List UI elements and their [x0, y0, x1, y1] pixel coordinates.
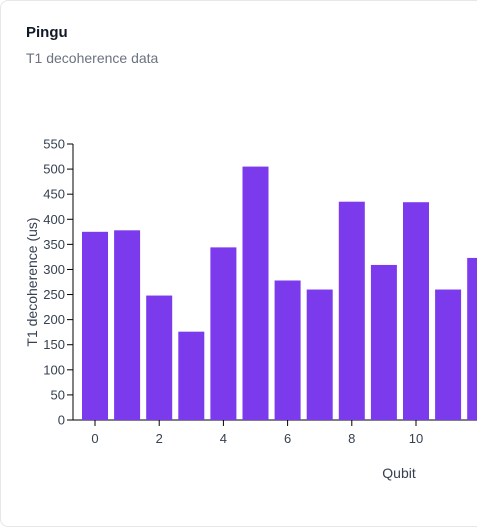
bar-qubit-11[interactable] [435, 289, 462, 420]
x-tick-label: 2 [156, 431, 163, 446]
y-axis-label: T1 decoherence (us) [24, 217, 40, 346]
y-tick-label: 400 [43, 212, 65, 227]
y-tick-label: 100 [43, 362, 65, 377]
bar-qubit-5[interactable] [242, 166, 269, 420]
y-tick-label: 50 [51, 387, 65, 402]
bars [82, 166, 477, 420]
bar-qubit-0[interactable] [82, 231, 108, 420]
y-tick-label: 500 [43, 162, 65, 177]
bar-qubit-10[interactable] [403, 202, 429, 420]
y-tick-label: 0 [58, 413, 65, 428]
bar-qubit-2[interactable] [146, 295, 173, 420]
y-axis: 0 50 100 150 200 250 300 350 400 450 500 550 [43, 137, 74, 428]
bar-qubit-4[interactable] [210, 247, 237, 420]
y-tick-label: 200 [43, 312, 65, 327]
x-tick-label: 6 [284, 431, 291, 446]
y-tick-label: 150 [43, 337, 65, 352]
x-tick-label: 4 [220, 431, 227, 446]
chart-title: Pingu [26, 24, 68, 41]
bar-qubit-6[interactable] [274, 280, 301, 420]
bar-qubit-12[interactable] [467, 257, 477, 420]
bar-qubit-7[interactable] [306, 289, 333, 420]
y-tick-label: 550 [43, 137, 65, 152]
x-tick-label: 0 [91, 431, 98, 446]
y-tick-label: 300 [43, 262, 65, 277]
x-tick-label: 10 [409, 431, 423, 446]
x-axis: 02468101 [73, 419, 477, 446]
chart-subtitle: T1 decoherence data [26, 50, 159, 66]
x-axis-label: Qubit [382, 465, 416, 481]
bar-qubit-1[interactable] [114, 230, 141, 420]
bar-qubit-3[interactable] [178, 331, 205, 420]
y-tick-label: 250 [43, 287, 65, 302]
x-tick-label: 8 [348, 431, 355, 446]
bar-qubit-9[interactable] [370, 264, 397, 420]
y-tick-label: 450 [43, 187, 65, 202]
y-tick-label: 350 [43, 237, 65, 252]
bar-qubit-8[interactable] [338, 201, 365, 420]
